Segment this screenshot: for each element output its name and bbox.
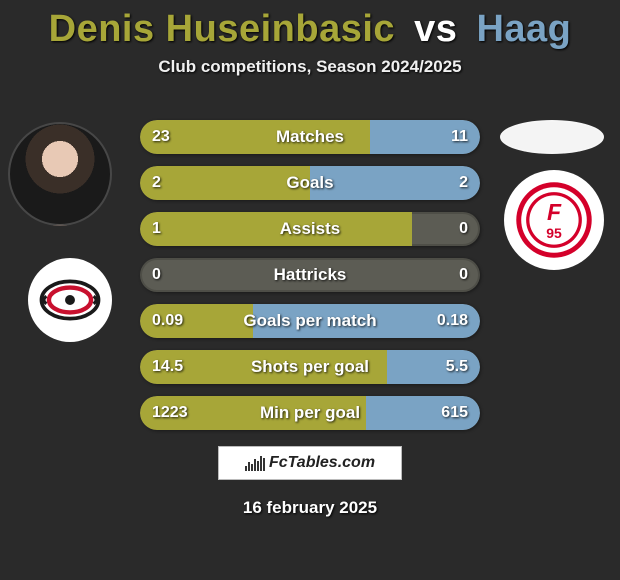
stat-bar-right (310, 166, 480, 200)
svg-text:95: 95 (546, 225, 562, 241)
stat-value-left: 0 (152, 258, 161, 292)
stat-row: Goals22 (140, 166, 480, 200)
footer-date: 16 february 2025 (0, 498, 620, 518)
stat-row: Min per goal1223615 (140, 396, 480, 430)
stat-value-right: 0 (459, 212, 468, 246)
fctables-logo[interactable]: FcTables.com (218, 446, 402, 480)
svg-text:F: F (547, 199, 562, 225)
stat-bar-left (140, 396, 366, 430)
stat-bar-left (140, 350, 387, 384)
stat-bar-left (140, 120, 370, 154)
stat-bar-right (387, 350, 481, 384)
subtitle: Club competitions, Season 2024/2025 (0, 57, 620, 77)
stat-bar-right (366, 396, 480, 430)
stat-row: Hattricks0 0 (140, 258, 480, 292)
stat-bar-right (253, 304, 480, 338)
stat-bar-left (140, 166, 310, 200)
stat-label: Hattricks (140, 258, 480, 292)
stat-row: Shots per goal14.55.5 (140, 350, 480, 384)
stat-row: Matches2311 (140, 120, 480, 154)
player2-photo (500, 120, 604, 154)
title-vs: vs (414, 8, 457, 50)
title-player1: Denis Huseinbasic (49, 8, 395, 50)
stat-value-right: 0 (459, 258, 468, 292)
fortuna-icon: F 95 (513, 179, 595, 261)
player1-photo (8, 122, 112, 226)
footer-brand-text: FcTables.com (269, 454, 375, 472)
stat-bar-left (140, 212, 412, 246)
stat-bar-right (370, 120, 480, 154)
stats-rows: Matches2311Goals22Assists10Hattricks00Go… (140, 120, 480, 442)
hurricane-icon (39, 269, 101, 331)
player2-team-logo: F 95 (504, 170, 604, 270)
bars-icon (245, 455, 265, 471)
stat-row: Goals per match0.090.18 (140, 304, 480, 338)
title-player2: Haag (476, 8, 571, 50)
player1-team-logo (28, 258, 112, 342)
stat-row: Assists10 (140, 212, 480, 246)
stat-bar-left (140, 304, 253, 338)
comparison-title: Denis Huseinbasic vs Haag (0, 0, 620, 51)
